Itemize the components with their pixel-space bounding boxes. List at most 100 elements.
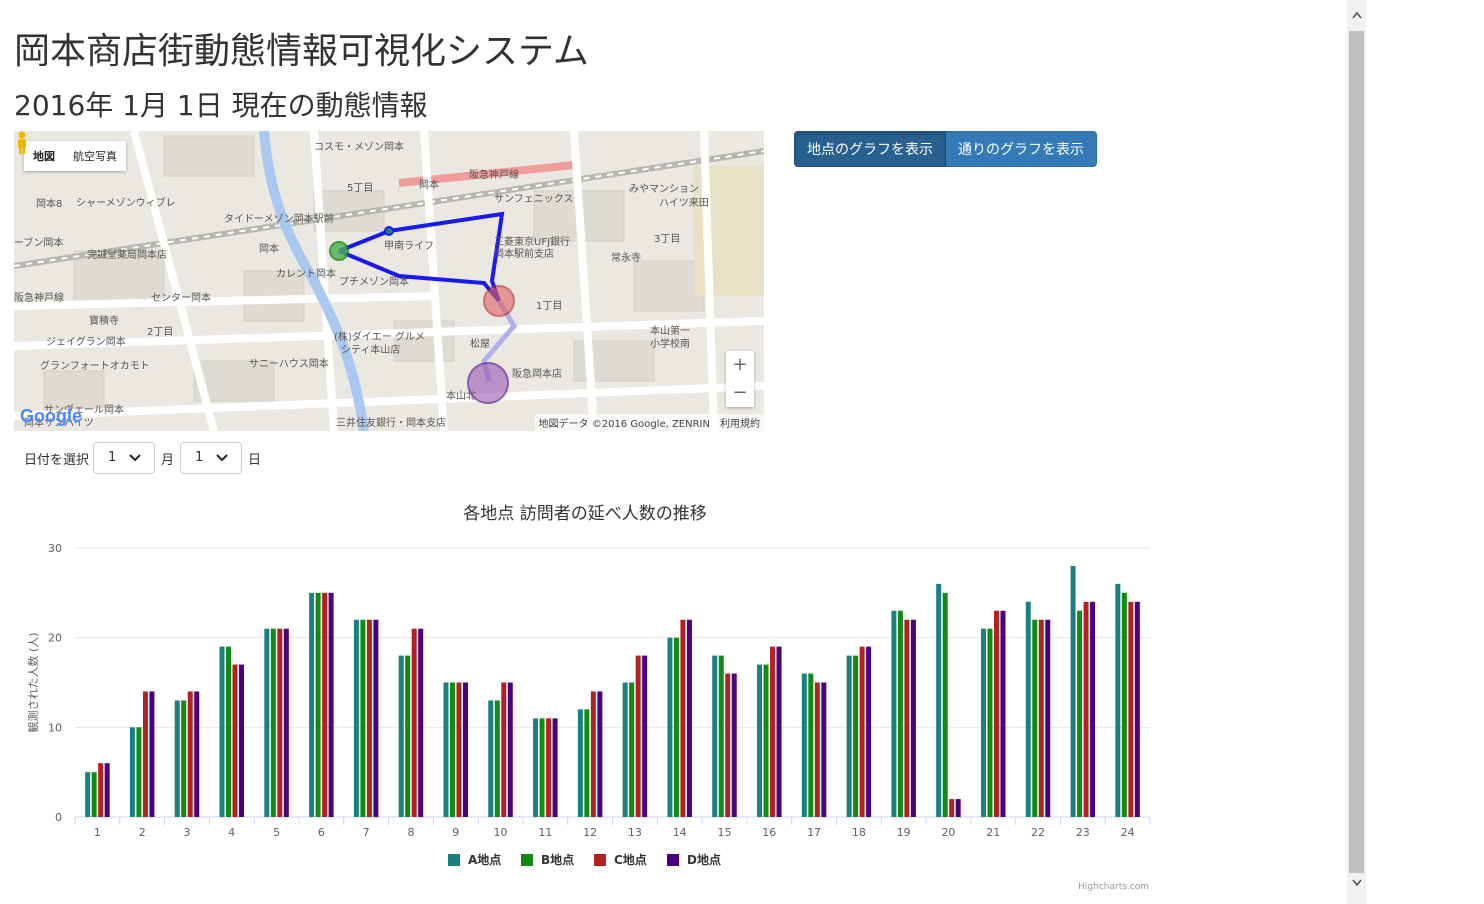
bar[interactable] — [239, 664, 245, 817]
bar[interactable] — [1025, 601, 1031, 817]
bar[interactable] — [814, 682, 820, 818]
bar[interactable] — [597, 691, 603, 817]
legend-item[interactable]: B地点 — [541, 852, 574, 867]
scrollbar-thumb[interactable] — [1349, 31, 1364, 873]
bar[interactable] — [270, 628, 276, 817]
bar[interactable] — [91, 772, 97, 817]
bar[interactable] — [866, 646, 872, 817]
bar[interactable] — [546, 718, 552, 817]
bar[interactable] — [104, 763, 110, 817]
bar[interactable] — [1090, 601, 1096, 817]
legend-swatch[interactable] — [448, 854, 460, 866]
bar[interactable] — [226, 646, 232, 817]
bar[interactable] — [891, 610, 897, 817]
bar[interactable] — [142, 691, 148, 817]
bar[interactable] — [1083, 601, 1089, 817]
bar[interactable] — [584, 709, 590, 817]
bar[interactable] — [673, 637, 679, 817]
bar[interactable] — [149, 691, 155, 817]
bar[interactable] — [1121, 592, 1127, 817]
bar[interactable] — [194, 691, 200, 817]
bar[interactable] — [1134, 601, 1140, 817]
bar[interactable] — [622, 682, 628, 818]
bar[interactable] — [398, 655, 404, 817]
bar[interactable] — [264, 628, 270, 817]
bar[interactable] — [949, 799, 955, 817]
bar[interactable] — [360, 619, 366, 817]
bar[interactable] — [315, 592, 321, 817]
bar[interactable] — [1077, 610, 1083, 817]
scroll-up-arrow-icon[interactable] — [1347, 6, 1366, 26]
bar[interactable] — [501, 682, 507, 818]
bar[interactable] — [776, 646, 782, 817]
scroll-down-arrow-icon[interactable] — [1347, 874, 1366, 894]
bar[interactable] — [232, 664, 238, 817]
bar[interactable] — [680, 619, 686, 817]
bar[interactable] — [846, 655, 852, 817]
bar[interactable] — [629, 682, 635, 818]
bar[interactable] — [283, 628, 289, 817]
vertical-scrollbar[interactable] — [1347, 0, 1366, 904]
bar[interactable] — [277, 628, 283, 817]
bar[interactable] — [763, 664, 769, 817]
bar[interactable] — [577, 709, 583, 817]
bar[interactable] — [590, 691, 596, 817]
bar[interactable] — [1038, 619, 1044, 817]
bar[interactable] — [1115, 583, 1121, 817]
bar[interactable] — [322, 592, 328, 817]
bar[interactable] — [449, 682, 455, 818]
bar[interactable] — [897, 610, 903, 817]
bar[interactable] — [418, 628, 424, 817]
bar[interactable] — [136, 727, 142, 817]
bar[interactable] — [507, 682, 513, 818]
bar[interactable] — [411, 628, 417, 817]
bar[interactable] — [373, 619, 379, 817]
legend-swatch[interactable] — [594, 854, 606, 866]
zoom-in-button[interactable]: + — [732, 354, 748, 375]
bar[interactable] — [366, 619, 372, 817]
bar[interactable] — [910, 619, 916, 817]
bar[interactable] — [955, 799, 961, 817]
bar[interactable] — [808, 673, 814, 817]
street-graph-button[interactable]: 通りのグラフを表示 — [946, 131, 1097, 167]
day-select[interactable]: 1 — [180, 442, 243, 474]
bar[interactable] — [174, 700, 180, 817]
legend-swatch[interactable] — [667, 854, 679, 866]
spot-graph-button[interactable]: 地点のグラフを表示 — [794, 131, 946, 167]
bar[interactable] — [309, 592, 315, 817]
map-type-map-button[interactable]: 地図 — [33, 150, 55, 163]
bar[interactable] — [85, 772, 91, 817]
legend-swatch[interactable] — [521, 854, 533, 866]
legend-item[interactable]: A地点 — [468, 852, 501, 867]
bar[interactable] — [1070, 565, 1076, 817]
bar[interactable] — [904, 619, 910, 817]
bar[interactable] — [853, 655, 859, 817]
bar[interactable] — [936, 583, 942, 817]
bar[interactable] — [725, 673, 731, 817]
map-type-control[interactable]: 地図 航空写真 — [24, 141, 126, 171]
bar[interactable] — [1000, 610, 1006, 817]
bar[interactable] — [718, 655, 724, 817]
bar[interactable] — [353, 619, 359, 817]
bar[interactable] — [494, 700, 500, 817]
bar[interactable] — [686, 619, 692, 817]
street-map[interactable]: 阪急神戸線 岡本 サンフェニックス 三菱東京UFJ銀行 岡本駅前支店 コスモ・メゾン岡本 5… — [14, 131, 764, 431]
bar[interactable] — [462, 682, 468, 818]
bar[interactable] — [456, 682, 462, 818]
zoom-out-button[interactable]: − — [732, 382, 748, 403]
map-canvas[interactable]: 阪急神戸線岡本サンフェニックス三菱東京UFJ銀行岡本駅前支店コスモ・メゾン岡本5… — [14, 131, 764, 431]
bar[interactable] — [539, 718, 545, 817]
bar[interactable] — [731, 673, 737, 817]
bar[interactable] — [757, 664, 763, 817]
bar[interactable] — [993, 610, 999, 817]
bar[interactable] — [443, 682, 449, 818]
bar[interactable] — [1032, 619, 1038, 817]
chart-credit[interactable]: Highcharts.com — [1078, 882, 1149, 892]
bar[interactable] — [770, 646, 776, 817]
bar[interactable] — [801, 673, 807, 817]
bar[interactable] — [533, 718, 539, 817]
bar[interactable] — [328, 592, 334, 817]
bar[interactable] — [821, 682, 827, 818]
map-attribution[interactable]: 地図データ ©2016 Google, ZENRIN 利用規約 — [534, 414, 764, 431]
bar[interactable] — [181, 700, 187, 817]
